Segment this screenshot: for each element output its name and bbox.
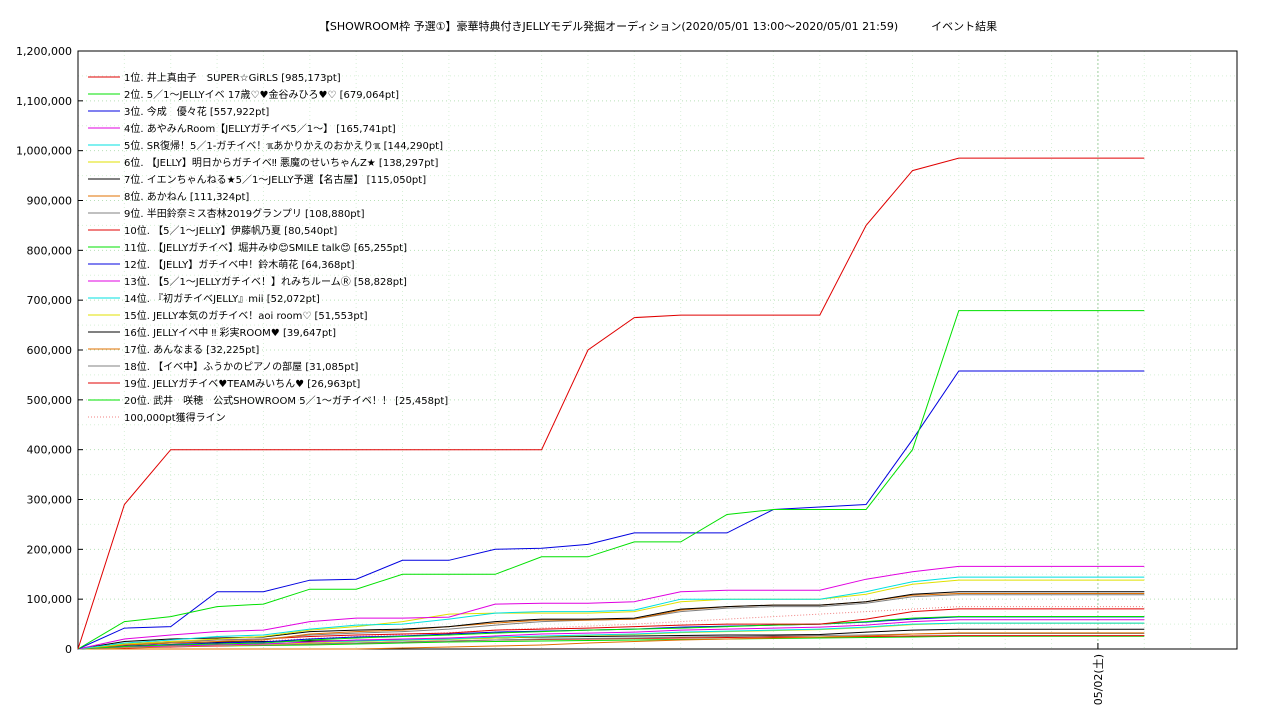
legend-entry: 9位. 半田鈴奈ミス杏林2019グランプリ [108,880pt] — [124, 207, 365, 220]
y-tick-label: 0 — [65, 643, 72, 656]
series-line — [77, 565, 1145, 650]
y-tick-label: 1,200,000 — [16, 45, 72, 58]
y-tick-label: 400,000 — [27, 444, 73, 457]
legend-entry: 8位. あかねん [111,324pt] — [124, 190, 249, 203]
x-tick-label: 05/02(土) — [1092, 654, 1105, 705]
y-tick-label: 900,000 — [27, 195, 73, 208]
y-tick-label: 1,000,000 — [16, 145, 72, 158]
legend-entry: 4位. あやみんRoom【JELLYガチイベ5／1〜】 [165,741pt] — [124, 122, 396, 135]
legend-entry: 11位. 【JELLYガチイベ】堀井みゆ😊SMILE talk😊 [65,255… — [124, 241, 407, 254]
legend-entry: 1位. 井上真由子 SUPER☆GiRLS [985,173pt] — [124, 71, 341, 84]
legend-entry: 15位. JELLY本気のガチイベ！aoi room♡ [51,553pt] — [124, 309, 368, 322]
series-line — [77, 157, 1145, 650]
legend-entry: 7位. イエンちゃんねる★5／1〜JELLY予選【名古屋】 [115,050pt… — [124, 173, 426, 186]
y-tick-label: 800,000 — [27, 244, 73, 257]
series-line — [77, 370, 1145, 650]
legend-entry: 19位. JELLYガチイベ♥TEAMみいちん♥ [26,963pt] — [124, 377, 360, 390]
series-line — [77, 628, 1145, 650]
series-line — [77, 576, 1145, 650]
series-line — [78, 632, 1145, 650]
legend-entry: 20位. 武井 咲穂 公式SHOWROOM 5／1〜ガチイベ！！ [25,458… — [124, 394, 448, 407]
series-line — [77, 593, 1145, 650]
legend-entry: 17位. あんなまる [32,225pt] — [124, 343, 259, 356]
legend-entry: 2位. 5／1〜JELLYイベ 17歳♡♥金谷みひろ♥♡ [679,064pt] — [124, 88, 399, 101]
legend-entry: 16位. JELLYイベ中 ‼ 彩実ROOM♥ [39,647pt] — [124, 326, 336, 339]
y-tick-label: 200,000 — [27, 543, 73, 556]
y-tick-label: 500,000 — [27, 394, 73, 407]
y-tick-label: 700,000 — [27, 294, 73, 307]
y-tick-label: 1,100,000 — [16, 95, 72, 108]
legend: 1位. 井上真由子 SUPER☆GiRLS [985,173pt] 2位. 5／1… — [88, 71, 448, 424]
y-tick-label: 100,000 — [27, 593, 73, 606]
series-lines — [77, 157, 1145, 650]
y-tick-label: 600,000 — [27, 344, 73, 357]
y-axis-ticks: 0 100,000 200,000 300,000 400,000 500,000 600,… — [16, 45, 83, 656]
y-tick-label: 300,000 — [27, 494, 73, 507]
legend-entry: 10位. 【5／1〜JELLY】伊藤帆乃夏 [80,540pt] — [124, 224, 337, 237]
legend-entry: 14位. 『初ガチイベJELLY』mii [52,072pt] — [124, 292, 320, 305]
x-axis-ticks: 05/02(土) — [1092, 643, 1105, 705]
legend-entry: 18位. 【イベ中】ふうかのピアノの部屋 [31,085pt] — [124, 360, 359, 373]
legend-entry: 13位. 【5／1〜JELLYガチイベ！】れみちルームⓇ [58,828pt] — [124, 275, 407, 288]
legend-entry: 6位. 【JELLY】明日からガチイベ‼ 悪魔のせいちゃんZ★ [138,297… — [124, 156, 438, 169]
series-line — [77, 619, 1145, 650]
legend-entry: 12位. 【JELLY】ガチイベ中！鈴木萌花 [64,368pt] — [124, 258, 355, 271]
chart-title: 【SHOWROOM枠 予選①】豪華特典付きJELLYモデル発掘オーディション(2… — [319, 19, 997, 33]
series-line — [77, 579, 1145, 650]
series-line — [77, 310, 1145, 650]
legend-entry: 100,000pt獲得ライン — [124, 411, 226, 424]
legend-entry: 3位. 今成 優々花 [557,922pt] — [124, 105, 269, 118]
series-line — [77, 616, 1145, 650]
legend-entry: 5位. SR復帰！5／1-ガチイベ！ℼあかりかえのおかえりℼ [144,290p… — [124, 139, 443, 152]
